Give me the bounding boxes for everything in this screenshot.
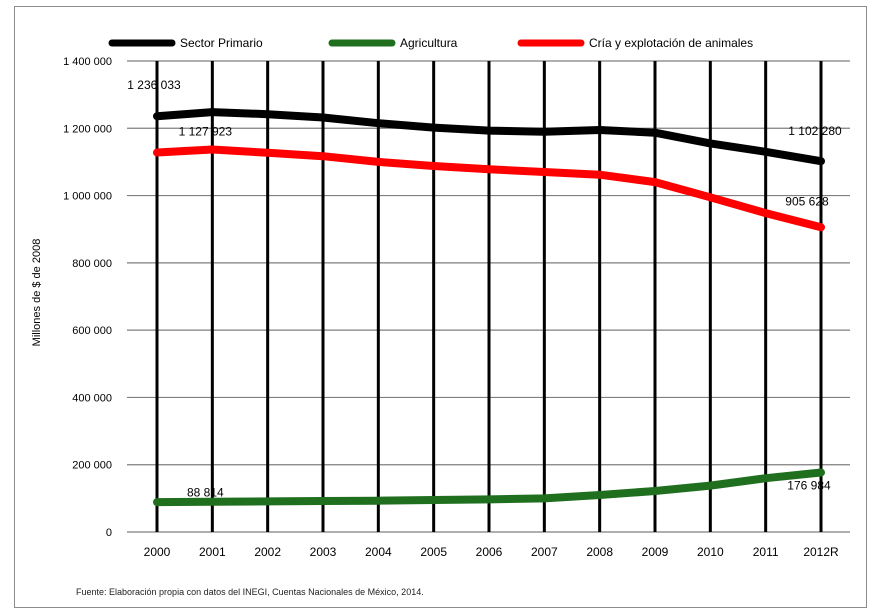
series-line (153, 108, 825, 166)
x-tick-label: 2001 (199, 545, 226, 559)
y-tick-label: 0 (106, 527, 112, 539)
x-tick-label: 2011 (753, 545, 779, 559)
series-line (153, 468, 825, 507)
y-tick-label: 600 000 (72, 325, 112, 337)
y-tick-label: 400 000 (72, 392, 112, 404)
y-axis-label: Millones de $ de 2008 (31, 239, 43, 347)
x-tick-label: 2012R (803, 545, 839, 559)
y-tick-label: 800 000 (72, 258, 112, 270)
legend-label: Cría y explotación de animales (589, 36, 753, 50)
y-tick-label: 1 000 000 (63, 191, 112, 203)
data-label: 1 127 923 (179, 124, 233, 138)
x-tick-label: 2004 (365, 545, 392, 559)
x-tick-label: 2007 (531, 545, 558, 559)
x-tick-label: 2010 (697, 545, 724, 559)
source-note: Fuente: Elaboración propia con datos del… (76, 587, 424, 597)
x-tick-label: 2008 (586, 545, 613, 559)
legend-label: Agricultura (400, 36, 458, 50)
y-tick-label: 1 200 000 (63, 123, 112, 135)
y-tick-label: 1 400 000 (63, 56, 112, 68)
x-tick-label: 2002 (254, 545, 281, 559)
x-tick-label: 2005 (420, 545, 447, 559)
legend-label: Sector Primario (180, 36, 263, 50)
x-tick-label: 2009 (642, 545, 669, 559)
x-tick-label: 2000 (144, 545, 171, 559)
data-label: 88 814 (187, 486, 224, 500)
series-line (153, 145, 825, 232)
x-tick-label: 2006 (476, 545, 503, 559)
data-label: 1 236 033 (127, 78, 181, 92)
y-tick-label: 200 000 (72, 460, 112, 472)
data-label: 1 102 280 (788, 124, 842, 138)
data-label: 905 628 (785, 194, 829, 208)
x-tick-label: 2003 (310, 545, 337, 559)
data-label: 176 984 (787, 478, 831, 492)
